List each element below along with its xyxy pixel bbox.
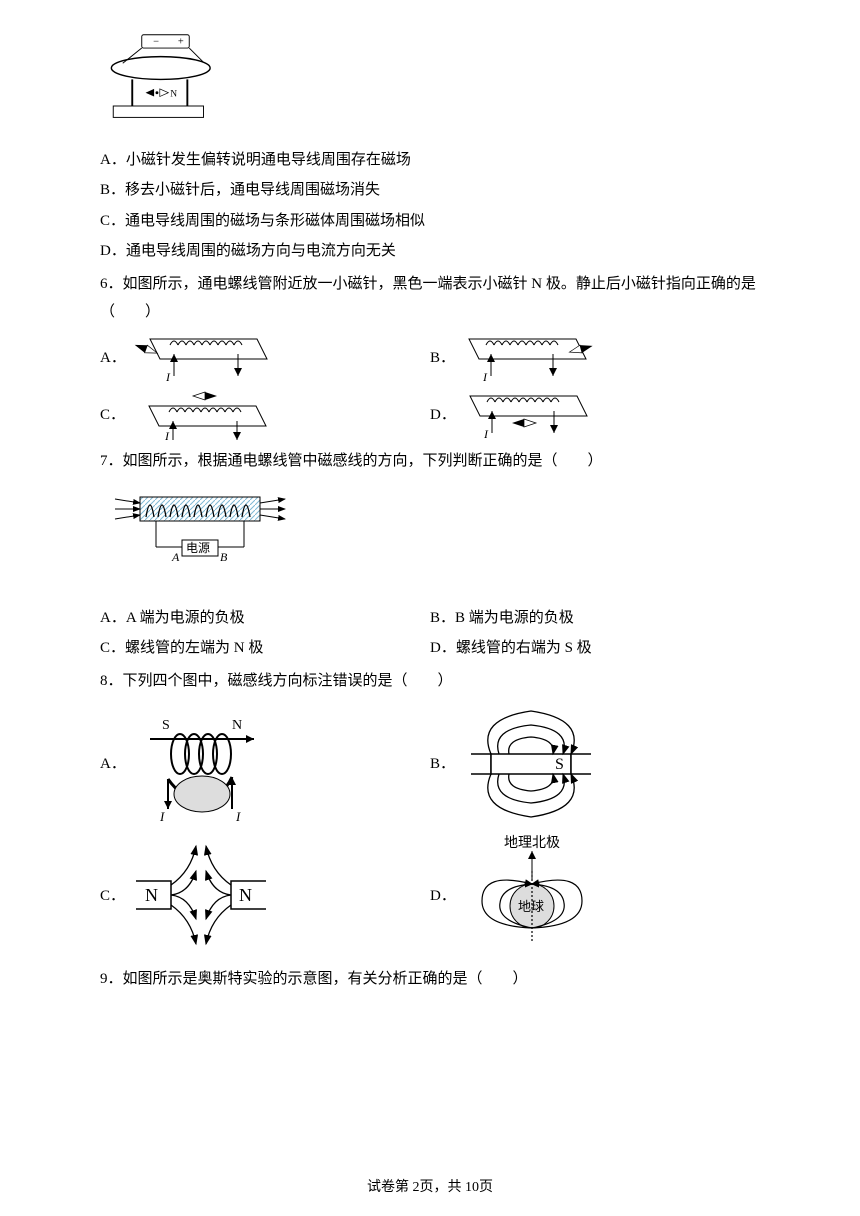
q7-stem: 7．如图所示，根据通电螺线管中磁感线的方向，下列判断正确的是（ ） xyxy=(100,447,760,476)
q6-diagram-A: I xyxy=(132,331,272,386)
q9-stem: 9．如图所示是奥斯特实验的示意图，有关分析正确的是（ ） xyxy=(100,965,760,994)
svg-text:I: I xyxy=(482,370,488,384)
q6-opt-C: C． I xyxy=(100,388,430,443)
page-footer: 试卷第 2页，共 10页 xyxy=(0,1175,860,1202)
q6-opt-A: A． I xyxy=(100,331,430,386)
svg-text:N: N xyxy=(232,718,242,733)
q8-diagram-A: S N I I xyxy=(132,699,272,829)
svg-text:B: B xyxy=(220,550,228,564)
q8-diagram-D: 地理北极 地球 xyxy=(462,831,602,961)
q6-opt-D: D． I xyxy=(430,388,760,443)
svg-text:A: A xyxy=(171,550,180,564)
q8-diagram-C: N N xyxy=(131,831,271,961)
q5-diagram: − + N xyxy=(100,30,250,125)
q6-diagram-D: I xyxy=(462,388,602,443)
q6-diagram-B: I xyxy=(461,331,601,386)
svg-text:地球: 地球 xyxy=(518,899,544,914)
svg-text:I: I xyxy=(235,809,241,824)
svg-text:I: I xyxy=(483,427,489,441)
q7-opt-A: A．A 端为电源的负极 xyxy=(100,604,245,633)
q8-opt-D: D． 地理北极 地球 xyxy=(430,831,760,961)
q5-opt-D: D．通电导线周围的磁场方向与电流方向无关 xyxy=(100,237,760,266)
svg-text:S: S xyxy=(555,756,564,773)
q5-opt-B: B．移去小磁针后，通电导线周围磁场消失 xyxy=(100,176,760,205)
svg-text:电源: 电源 xyxy=(186,541,210,555)
q7-opt-D: D．螺线管的右端为 S 极 xyxy=(430,634,592,663)
svg-text:+: + xyxy=(178,36,184,47)
q6-diagram-C: I xyxy=(131,388,271,443)
q8-opt-A: A． S N I I xyxy=(100,699,430,829)
svg-text:I: I xyxy=(159,809,165,824)
q6-opt-B: B． I xyxy=(430,331,760,386)
q8-diagram-B: N S xyxy=(461,699,601,829)
q8-opt-B: B． N S xyxy=(430,699,760,829)
svg-text:−: − xyxy=(153,36,159,47)
svg-text:地理北极: 地理北极 xyxy=(504,835,560,851)
svg-text:N: N xyxy=(145,885,158,905)
q5-opt-C: C．通电导线周围的磁场与条形磁体周围磁场相似 xyxy=(100,207,760,236)
q5-opt-A: A．小磁针发生偏转说明通电导线周围存在磁场 xyxy=(100,146,760,175)
q6-stem: 6．如图所示，通电螺线管附近放一小磁针，黑色一端表示小磁针 N 极。静止后小磁针… xyxy=(100,270,760,327)
svg-text:N: N xyxy=(239,885,252,905)
svg-text:N: N xyxy=(170,90,177,100)
svg-text:I: I xyxy=(165,370,171,384)
q7-opt-B: B．B 端为电源的负极 xyxy=(430,604,574,633)
q7-opt-C: C．螺线管的左端为 N 极 xyxy=(100,634,263,663)
q8-stem: 8．下列四个图中，磁感线方向标注错误的是（ ） xyxy=(100,667,760,696)
q8-opt-C: C． N N xyxy=(100,831,430,961)
svg-text:I: I xyxy=(164,429,170,443)
svg-text:S: S xyxy=(162,718,170,733)
q7-diagram: 电源 A B xyxy=(110,485,290,585)
